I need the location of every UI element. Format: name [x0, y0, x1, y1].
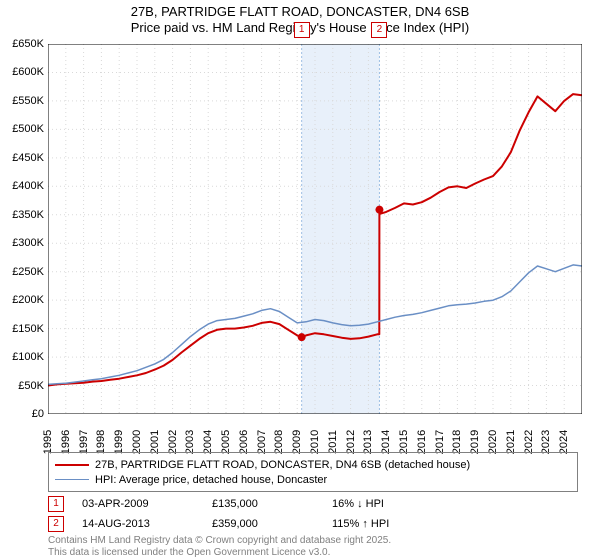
event-delta: 115% ↑ HPI — [332, 518, 462, 530]
x-tick-label: 2006 — [238, 430, 250, 454]
event-row: 2 14-AUG-2013 £359,000 115% ↑ HPI — [48, 515, 582, 533]
x-tick-label: 2008 — [273, 430, 285, 454]
y-tick-label: £450K — [2, 152, 44, 164]
legend-item: HPI: Average price, detached house, Donc… — [55, 472, 571, 487]
x-tick-label: 2004 — [202, 430, 214, 454]
x-tick-label: 2014 — [380, 430, 392, 454]
x-tick-label: 2003 — [184, 430, 196, 454]
event-marker-badge: 2 — [48, 516, 64, 532]
x-tick-label: 2024 — [558, 430, 570, 454]
x-tick-label: 2013 — [362, 430, 374, 454]
x-tick-label: 2018 — [451, 430, 463, 454]
y-tick-label: £50K — [2, 380, 44, 392]
event-marker-badge: 1 — [48, 496, 64, 512]
legend-label: 27B, PARTRIDGE FLATT ROAD, DONCASTER, DN… — [95, 459, 470, 471]
chart-area: £0£50K£100K£150K£200K£250K£300K£350K£400… — [48, 44, 582, 414]
x-tick-label: 2005 — [220, 430, 232, 454]
x-tick-label: 2000 — [131, 430, 143, 454]
x-tick-label: 2021 — [505, 430, 517, 454]
attribution-line-1: Contains HM Land Registry data © Crown c… — [48, 535, 391, 547]
x-tick-label: 2002 — [167, 430, 179, 454]
y-tick-label: £0 — [2, 408, 44, 420]
y-tick-label: £550K — [2, 95, 44, 107]
x-tick-label: 1999 — [113, 430, 125, 454]
x-tick-label: 2023 — [540, 430, 552, 454]
y-tick-label: £100K — [2, 351, 44, 363]
x-tick-label: 2017 — [434, 430, 446, 454]
attribution: Contains HM Land Registry data © Crown c… — [48, 535, 391, 558]
x-tick-label: 1995 — [42, 430, 54, 454]
x-tick-label: 2022 — [523, 430, 535, 454]
event-price: £359,000 — [212, 518, 332, 530]
event-list: 1 03-APR-2009 £135,000 16% ↓ HPI 2 14-AU… — [48, 495, 582, 535]
x-tick-label: 2020 — [487, 430, 499, 454]
event-marker-label: 1 — [294, 22, 310, 38]
event-marker-label: 2 — [371, 22, 387, 38]
y-tick-label: £350K — [2, 209, 44, 221]
event-date: 14-AUG-2013 — [82, 518, 212, 530]
event-delta: 16% ↓ HPI — [332, 498, 462, 510]
x-tick-label: 1998 — [95, 430, 107, 454]
y-tick-label: £650K — [2, 38, 44, 50]
attribution-line-2: This data is licensed under the Open Gov… — [48, 547, 391, 559]
x-tick-label: 2001 — [149, 430, 161, 454]
event-price: £135,000 — [212, 498, 332, 510]
x-tick-label: 1997 — [78, 430, 90, 454]
legend-label: HPI: Average price, detached house, Donc… — [95, 474, 327, 486]
y-tick-label: £400K — [2, 180, 44, 192]
x-tick-label: 2019 — [469, 430, 481, 454]
x-tick-label: 2015 — [398, 430, 410, 454]
event-date: 03-APR-2009 — [82, 498, 212, 510]
y-tick-label: £500K — [2, 123, 44, 135]
y-tick-label: £600K — [2, 66, 44, 78]
x-tick-label: 2007 — [256, 430, 268, 454]
x-tick-label: 2009 — [291, 430, 303, 454]
y-tick-label: £250K — [2, 266, 44, 278]
chart-svg — [48, 44, 582, 414]
x-tick-label: 1996 — [60, 430, 72, 454]
x-tick-label: 2010 — [309, 430, 321, 454]
event-row: 1 03-APR-2009 £135,000 16% ↓ HPI — [48, 495, 582, 513]
legend-swatch — [55, 464, 89, 466]
x-tick-label: 2011 — [327, 430, 339, 454]
title-line-1: 27B, PARTRIDGE FLATT ROAD, DONCASTER, DN… — [0, 4, 600, 20]
legend: 27B, PARTRIDGE FLATT ROAD, DONCASTER, DN… — [48, 452, 578, 492]
y-tick-label: £300K — [2, 237, 44, 249]
legend-swatch — [55, 479, 89, 481]
x-tick-label: 2012 — [345, 430, 357, 454]
y-tick-label: £200K — [2, 294, 44, 306]
x-tick-label: 2016 — [416, 430, 428, 454]
legend-item: 27B, PARTRIDGE FLATT ROAD, DONCASTER, DN… — [55, 457, 571, 472]
y-tick-label: £150K — [2, 323, 44, 335]
